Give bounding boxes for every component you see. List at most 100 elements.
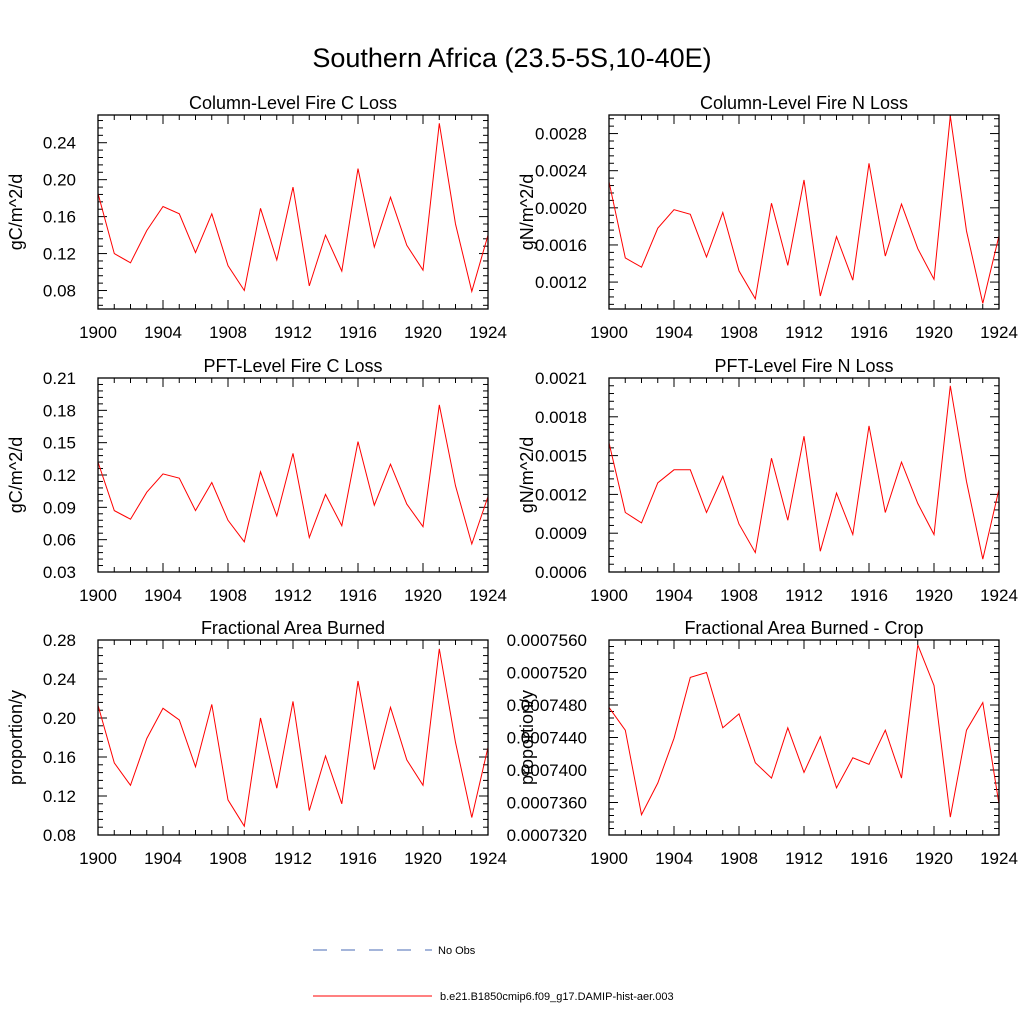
y-tick-label: 0.09 [43, 498, 76, 517]
x-tick-label: 1900 [590, 586, 628, 605]
x-tick-label: 1924 [469, 323, 507, 342]
y-tick-label: 0.03 [43, 563, 76, 582]
x-tick-label: 1912 [785, 849, 823, 868]
x-tick-label: 1908 [209, 323, 247, 342]
x-tick-label: 1904 [655, 323, 693, 342]
y-tick-label: 0.0007440 [507, 729, 587, 748]
panel-title: Fractional Area Burned [201, 618, 385, 638]
x-tick-label: 1908 [209, 849, 247, 868]
x-tick-label: 1924 [469, 849, 507, 868]
y-tick-label: 0.0015 [535, 447, 587, 466]
y-axis-label: proportion/y [6, 690, 26, 785]
series-line [608, 644, 1000, 818]
y-tick-label: 0.20 [43, 709, 76, 728]
x-tick-label: 1916 [339, 849, 377, 868]
y-tick-label: 0.16 [43, 208, 76, 227]
panel-title: Fractional Area Burned - Crop [684, 618, 923, 638]
x-tick-label: 1916 [850, 586, 888, 605]
x-tick-label: 1904 [655, 586, 693, 605]
panel-fractional-area-burned: Fractional Area Burned 1900 1904 1908 1912 19… [6, 618, 507, 868]
series-line [608, 115, 1000, 304]
x-tick-label: 1904 [144, 849, 182, 868]
x-tick-label: 1924 [980, 323, 1018, 342]
x-tick-label: 1912 [785, 323, 823, 342]
x-tick-label: 1920 [915, 586, 953, 605]
x-tick-label: 1920 [404, 323, 442, 342]
x-tick-label: 1912 [274, 323, 312, 342]
plot-frame [608, 377, 1000, 573]
x-tick-label: 1908 [720, 849, 758, 868]
y-tick-label: 0.08 [43, 282, 76, 301]
x-tick-label: 1916 [339, 586, 377, 605]
y-axis-label: gC/m^2/d [6, 437, 26, 513]
panel-pft-level-fire-c-loss: PFT-Level Fire C Loss 1900 1904 1908 1912 191… [6, 356, 507, 605]
panel-column-level-fire-c-loss: Column-Level Fire C Loss 1900 1904 1908 1912… [6, 93, 507, 342]
y-tick-label: 0.18 [43, 401, 76, 420]
x-tick-label: 1904 [144, 586, 182, 605]
plot-frame [97, 377, 489, 573]
x-tick-label: 1916 [339, 323, 377, 342]
y-tick-label: 0.0028 [535, 125, 587, 144]
y-tick-label: 0.0012 [535, 273, 587, 292]
x-tick-label: 1912 [274, 849, 312, 868]
x-tick-label: 1920 [915, 323, 953, 342]
x-tick-label: 1912 [274, 586, 312, 605]
y-axis-label: proportion/y [517, 690, 537, 785]
x-tick-label: 1920 [404, 849, 442, 868]
x-tick-label: 1908 [720, 586, 758, 605]
y-tick-label: 0.0007360 [507, 794, 587, 813]
series-line [608, 385, 1000, 560]
plot-frame [97, 114, 489, 310]
legend-label-no-obs: No Obs [438, 945, 476, 957]
y-tick-label: 0.0024 [535, 162, 587, 181]
y-tick-label: 0.0007320 [507, 826, 587, 845]
x-tick-label: 1924 [980, 586, 1018, 605]
y-tick-label: 0.21 [43, 369, 76, 388]
y-tick-label: 0.0007560 [507, 631, 587, 650]
y-tick-label: 0.12 [43, 787, 76, 806]
y-tick-label: 0.06 [43, 531, 76, 550]
y-tick-label: 0.0018 [535, 408, 587, 427]
x-tick-label: 1904 [655, 849, 693, 868]
y-tick-label: 0.16 [43, 748, 76, 767]
y-tick-label: 0.15 [43, 434, 76, 453]
y-tick-label: 0.24 [43, 134, 76, 153]
plot-frame [608, 114, 1000, 310]
panel-title: PFT-Level Fire C Loss [203, 356, 382, 376]
y-tick-label: 0.0016 [535, 236, 587, 255]
panel-title: Column-Level Fire N Loss [700, 93, 908, 113]
figure-title: Southern Africa (23.5-5S,10-40E) [312, 43, 711, 73]
y-tick-label: 0.12 [43, 466, 76, 485]
y-axis-label: gN/m^2/d [517, 437, 537, 513]
y-tick-label: 0.0009 [535, 524, 587, 543]
series-line [97, 648, 489, 828]
y-tick-label: 0.0006 [535, 563, 587, 582]
x-tick-label: 1916 [850, 323, 888, 342]
y-tick-label: 0.20 [43, 171, 76, 190]
x-tick-label: 1924 [980, 849, 1018, 868]
x-tick-label: 1900 [590, 849, 628, 868]
plot-frame [608, 639, 1000, 836]
x-tick-label: 1900 [79, 586, 117, 605]
y-tick-label: 0.24 [43, 670, 76, 689]
x-tick-label: 1924 [469, 586, 507, 605]
x-tick-label: 1900 [79, 323, 117, 342]
y-axis-label: gC/m^2/d [6, 174, 26, 250]
series-line [97, 404, 489, 546]
y-tick-label: 0.0007520 [507, 664, 587, 683]
x-tick-label: 1916 [850, 849, 888, 868]
legend: No Obs b.e21.B1850cmip6.f09_g17.DAMIP-hi… [313, 945, 674, 1003]
x-tick-label: 1908 [720, 323, 758, 342]
y-tick-label: 0.08 [43, 826, 76, 845]
y-tick-label: 0.0021 [535, 369, 587, 388]
x-tick-label: 1920 [404, 586, 442, 605]
x-tick-label: 1908 [209, 586, 247, 605]
panel-title: Column-Level Fire C Loss [189, 93, 397, 113]
y-tick-label: 0.0007480 [507, 696, 587, 715]
x-tick-label: 1912 [785, 586, 823, 605]
panel-title: PFT-Level Fire N Loss [714, 356, 893, 376]
y-axis-label: gN/m^2/d [517, 174, 537, 250]
y-tick-label: 0.0007400 [507, 761, 587, 780]
